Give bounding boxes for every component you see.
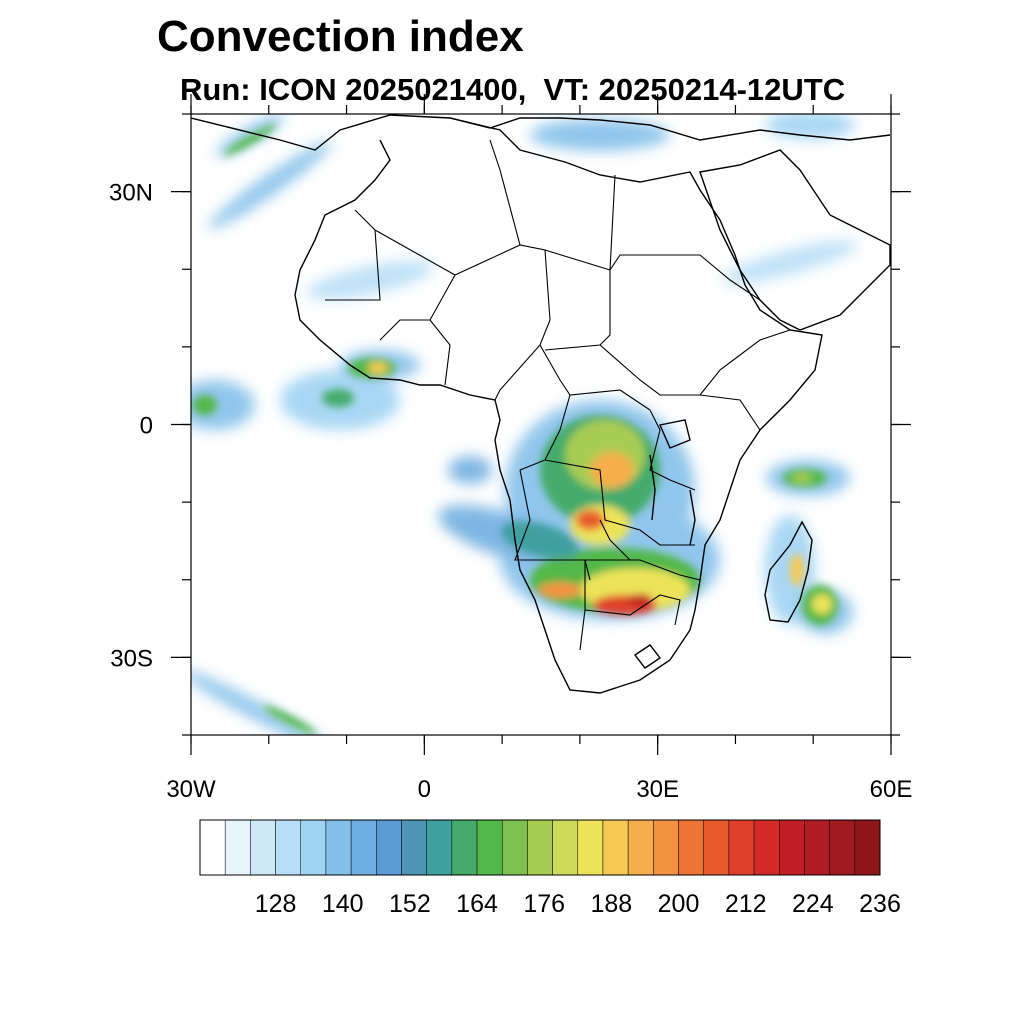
colorbar-label: 200: [658, 890, 700, 918]
axis-tick-labels: 30W 0 30E 60E 30N 0 30S: [109, 180, 912, 803]
colorbar-swatch: [653, 819, 679, 876]
colorbar-label: 224: [792, 890, 834, 918]
x-tick-label: 30W: [166, 776, 216, 803]
colorbar-swatch: [501, 819, 528, 876]
colorbar-swatch: [577, 819, 604, 876]
colorbar-swatch: [376, 819, 402, 876]
y-tick-label: 30N: [109, 180, 153, 207]
colorbar-swatch: [829, 819, 856, 876]
colorbar-swatch: [224, 819, 251, 876]
colorbar-swatch: [602, 819, 629, 876]
colorbar-swatch: [476, 819, 503, 876]
colorbar-swatch: [350, 819, 377, 876]
chart-title: Convection index: [157, 12, 524, 61]
colorbar-swatch: [728, 819, 755, 876]
y-tick-label: 30S: [110, 645, 153, 672]
colorbar-swatch: [527, 819, 553, 876]
colorbar-swatch: [678, 819, 704, 876]
colorbar-outline: [199, 819, 881, 876]
colorbar-swatch: [854, 819, 881, 876]
colorbar-swatch: [627, 819, 654, 876]
colorbar-swatch: [325, 819, 352, 876]
colorbar-labels: 128 140 152 164 176 188 200 212 224 236: [255, 890, 901, 918]
colorbar: [199, 819, 881, 876]
country-borders: [325, 139, 791, 651]
colorbar-swatch: [779, 819, 805, 876]
colorbar-label: 236: [859, 890, 901, 918]
colorbar-label: 164: [456, 890, 498, 918]
colorbar-swatch: [552, 819, 579, 876]
colorbar-swatch: [753, 819, 780, 876]
convection-field: [191, 114, 858, 735]
x-tick-label: 60E: [870, 776, 913, 803]
colorbar-swatch: [250, 819, 276, 876]
coastlines: [191, 114, 891, 694]
colorbar-label: 188: [591, 890, 633, 918]
colorbar-label: 212: [725, 890, 767, 918]
x-tick-label: 0: [418, 776, 431, 803]
colorbar-label: 176: [523, 890, 565, 918]
colorbar-swatch: [300, 819, 327, 876]
axis-ticks: [171, 94, 911, 755]
colorbar-label: 140: [322, 890, 364, 918]
colorbar-swatch: [451, 819, 478, 876]
y-tick-label: 0: [140, 413, 153, 440]
colorbar-swatch: [401, 819, 427, 876]
colorbar-label: 152: [389, 890, 431, 918]
colorbar-swatch: [804, 819, 830, 876]
chart-subtitle: Run: ICON 2025021400, VT: 20250214-12UTC: [180, 72, 846, 107]
colorbar-label: 128: [255, 890, 297, 918]
colorbar-swatch: [426, 819, 453, 876]
colorbar-swatch: [199, 819, 226, 876]
colorbar-swatch: [703, 819, 730, 876]
x-tick-label: 30E: [636, 776, 679, 803]
colorbar-swatch: [275, 819, 301, 876]
